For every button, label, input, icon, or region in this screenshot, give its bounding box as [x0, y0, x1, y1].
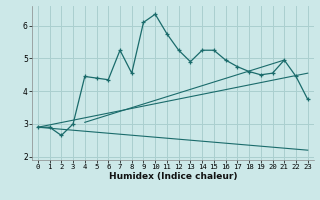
X-axis label: Humidex (Indice chaleur): Humidex (Indice chaleur) [108, 172, 237, 181]
